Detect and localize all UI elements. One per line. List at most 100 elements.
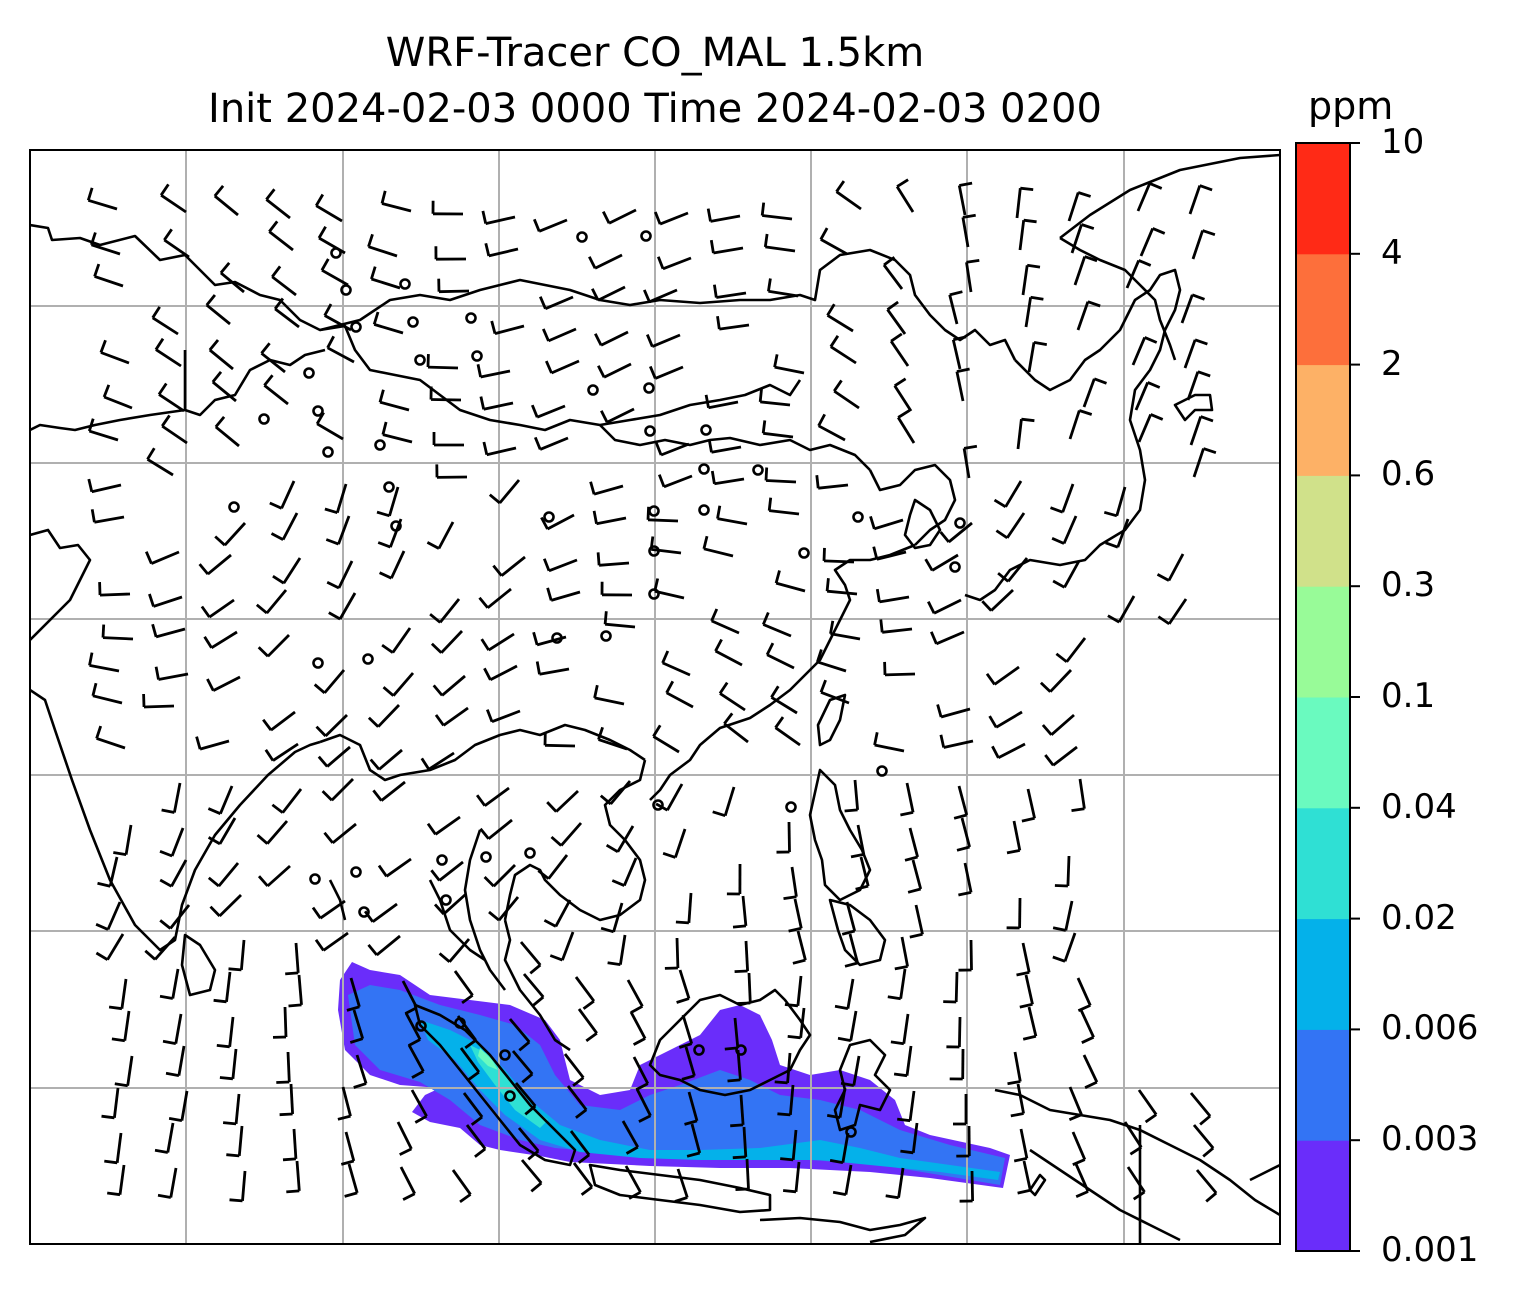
- wind-barb: [1039, 669, 1073, 693]
- wind-barb: [1051, 515, 1078, 545]
- wind-barb: [872, 546, 907, 561]
- wind-barb: [995, 512, 1026, 540]
- wind-barb: [97, 856, 119, 888]
- wind-barb: [214, 522, 247, 547]
- wind-barb: [434, 706, 469, 727]
- wind-barb: [114, 1055, 134, 1088]
- wind-barb: [490, 320, 525, 335]
- wind-barb: [480, 632, 515, 652]
- wind-barb: [837, 1010, 858, 1042]
- wind-barb: [603, 611, 636, 629]
- wind-barb: [317, 745, 351, 768]
- wind-barb: [511, 1050, 534, 1084]
- wind-barb: [767, 497, 800, 516]
- wind-barb: [478, 587, 512, 609]
- wind-barb: [430, 630, 464, 654]
- wind-barb: [900, 1122, 919, 1155]
- wind-barb: [893, 1045, 913, 1078]
- calm-wind-marker: [587, 384, 599, 396]
- wind-barb: [545, 359, 580, 375]
- wind-barb: [372, 780, 406, 802]
- calm-wind-marker: [551, 632, 563, 644]
- calm-wind-marker: [312, 405, 324, 417]
- wind-barb: [834, 978, 855, 1010]
- wind-barb: [822, 547, 855, 564]
- wind-barb: [646, 506, 679, 523]
- colorbar-segment: [1296, 807, 1350, 920]
- wind-barb: [885, 1167, 905, 1200]
- wind-barb: [956, 1125, 971, 1158]
- wind-barb: [1021, 263, 1041, 296]
- calm-wind-marker: [648, 588, 660, 600]
- wind-barb: [462, 1092, 484, 1126]
- wind-barb: [219, 1048, 238, 1081]
- wind-barb: [214, 416, 240, 448]
- calm-wind-marker: [312, 657, 324, 669]
- wind-barb: [907, 859, 923, 894]
- calm-wind-marker: [303, 367, 315, 379]
- wind-barb: [211, 371, 237, 403]
- wind-barb: [959, 1170, 974, 1203]
- calm-wind-marker: [499, 1049, 511, 1061]
- wind-barb: [264, 742, 299, 762]
- calm-wind-marker: [954, 517, 966, 529]
- calm-wind-marker: [415, 1020, 427, 1032]
- wind-barb: [783, 866, 798, 900]
- wind-barb: [431, 200, 464, 216]
- wind-barb: [1071, 1131, 1087, 1166]
- wind-barb: [621, 1120, 640, 1155]
- wind-barb: [216, 1016, 235, 1049]
- calm-wind-marker: [362, 653, 374, 665]
- wind-barb: [782, 1161, 801, 1194]
- calm-wind-marker: [309, 873, 321, 885]
- wind-barb: [286, 1160, 301, 1194]
- wind-barb: [90, 232, 121, 256]
- wind-barb: [349, 1009, 365, 1044]
- chart-title-line1: WRF-Tracer CO_MAL 1.5km: [385, 30, 925, 76]
- calm-wind-marker: [845, 1126, 857, 1138]
- wind-barb: [326, 335, 355, 364]
- calm-wind-marker: [407, 316, 419, 328]
- wind-barb: [611, 857, 638, 887]
- wind-barb: [1125, 259, 1152, 289]
- wind-barb: [1189, 415, 1214, 446]
- wind-barb: [315, 714, 348, 737]
- wind-barb: [108, 978, 128, 1011]
- wind-barb: [87, 418, 119, 442]
- wind-barb: [370, 266, 401, 290]
- wind-barb: [434, 246, 467, 261]
- wind-barb: [841, 901, 857, 936]
- wind-barb: [326, 560, 354, 590]
- calm-wind-marker: [700, 424, 712, 436]
- wind-barb: [887, 968, 907, 1001]
- wind-barb: [111, 1010, 131, 1043]
- wind-barb: [1082, 1054, 1099, 1089]
- wind-barb: [483, 864, 516, 888]
- wind-barb: [377, 857, 412, 878]
- wind-barb: [879, 619, 913, 634]
- map-frame: [29, 149, 1281, 1245]
- calm-wind-marker: [543, 511, 555, 523]
- wind-barb: [930, 630, 965, 646]
- wind-barb: [540, 513, 575, 531]
- wind-barb: [951, 335, 967, 370]
- wind-barb: [993, 480, 1023, 508]
- wind-barb: [897, 1090, 916, 1123]
- wind-barb: [542, 327, 577, 343]
- wind-barb: [702, 535, 734, 558]
- calm-wind-marker: [322, 446, 334, 458]
- wind-barb: [514, 1082, 537, 1116]
- wind-barb: [488, 896, 520, 922]
- colorbar-tick-label: 0.006: [1381, 1008, 1479, 1049]
- wind-barb: [646, 333, 681, 348]
- wind-barb: [832, 1164, 853, 1196]
- wind-barb: [1079, 1009, 1095, 1044]
- wind-barb: [949, 1048, 965, 1081]
- wind-barb: [363, 902, 398, 923]
- wind-barb: [144, 936, 177, 961]
- wind-barb: [265, 188, 291, 220]
- wind-barb: [157, 1167, 178, 1199]
- wind-barb: [599, 780, 632, 806]
- wind-barb: [260, 342, 286, 374]
- calm-wind-marker: [465, 312, 477, 324]
